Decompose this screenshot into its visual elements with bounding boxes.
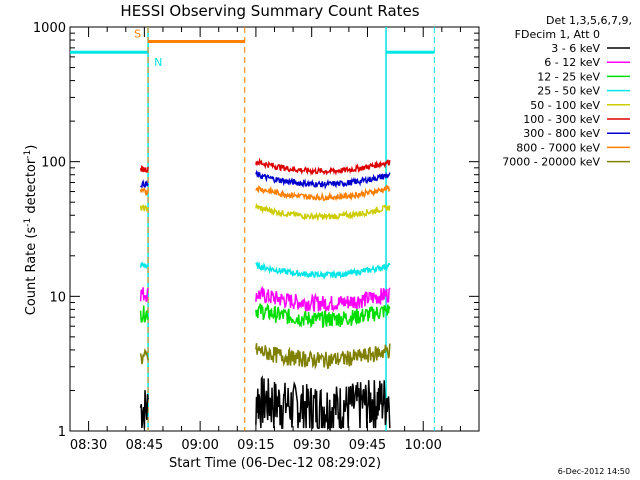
series-5	[139, 157, 391, 176]
legend-label: 25 - 50 keV	[537, 85, 600, 98]
y-tick-label: 10	[49, 290, 66, 305]
series-line	[255, 302, 391, 329]
series-line	[139, 347, 149, 365]
series-4	[139, 202, 391, 222]
series-8	[139, 343, 391, 370]
series-line	[139, 164, 149, 173]
series-2	[139, 302, 391, 329]
x-tick-label: 09:45	[349, 438, 386, 453]
timestamp: 6-Dec-2012 14:50	[558, 467, 630, 476]
x-tick-label: 09:15	[237, 438, 274, 453]
x-tick-label: 08:30	[70, 438, 107, 453]
series-line	[140, 179, 149, 189]
y-tick-label: 1000	[33, 21, 66, 36]
legend-label: 6 - 12 keV	[544, 56, 600, 69]
y-tick-label: 100	[41, 156, 66, 171]
legend-label: 7000 - 20000 keV	[502, 156, 600, 169]
series-line	[139, 305, 149, 323]
x-tick-label: 10:00	[404, 438, 441, 453]
series-line	[139, 261, 149, 270]
x-tick-label: 09:30	[293, 438, 330, 453]
plot-frame	[69, 26, 480, 432]
series-line	[139, 390, 149, 429]
series-line	[255, 374, 391, 431]
series-0	[139, 374, 391, 431]
legend-label: 100 - 300 keV	[523, 113, 600, 126]
series-line	[255, 343, 391, 370]
legend-label: 300 - 800 keV	[523, 127, 600, 140]
series-line	[255, 184, 391, 202]
x-axis-label: Start Time (06-Dec-12 08:29:02)	[169, 456, 381, 471]
legend: Det 1,3,5,6,7,9, FDecim 1, Att 0 3 - 6 k…	[502, 14, 632, 169]
saa-flag-label: S	[134, 28, 141, 41]
night-flag-label: N	[154, 56, 162, 69]
legend-label: 800 - 7000 keV	[516, 141, 600, 154]
y-tick-label: 1	[58, 425, 66, 440]
y-axis: 1 10 100 1000	[33, 21, 479, 440]
series-line	[255, 261, 391, 280]
legend-header-line-2: FDecim 1, Att 0	[515, 28, 600, 41]
series-6	[140, 169, 391, 190]
series-1	[139, 286, 391, 313]
flag-lines: NS	[70, 27, 435, 431]
series-line	[139, 287, 149, 302]
series-line	[255, 202, 391, 222]
legend-label: 3 - 6 keV	[551, 42, 600, 55]
legend-label: 12 - 25 keV	[537, 70, 600, 83]
series-line	[139, 204, 149, 212]
legend-label: 50 - 100 keV	[530, 99, 600, 112]
legend-header-line-1: Det 1,3,5,6,7,9,	[546, 14, 632, 27]
chart-title: HESSI Observing Summary Count Rates	[120, 2, 419, 20]
series-line	[255, 286, 391, 313]
series-layer	[139, 157, 391, 431]
series-line	[255, 169, 391, 190]
series-line	[255, 157, 391, 176]
x-tick-label: 09:00	[181, 438, 218, 453]
x-axis: 08:30 08:45 09:00 09:15 09:30 09:45 10:00	[69, 27, 480, 453]
x-tick-label: 08:45	[126, 438, 163, 453]
series-3	[139, 261, 391, 280]
series-line	[139, 187, 149, 197]
y-axis-label: Count Rate (s-1 detector-1)	[23, 145, 39, 316]
series-7	[139, 184, 391, 202]
